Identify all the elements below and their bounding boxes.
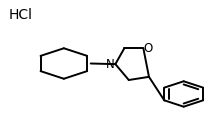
Text: N: N: [106, 58, 115, 71]
Text: HCl: HCl: [8, 8, 32, 22]
Text: O: O: [144, 42, 153, 55]
